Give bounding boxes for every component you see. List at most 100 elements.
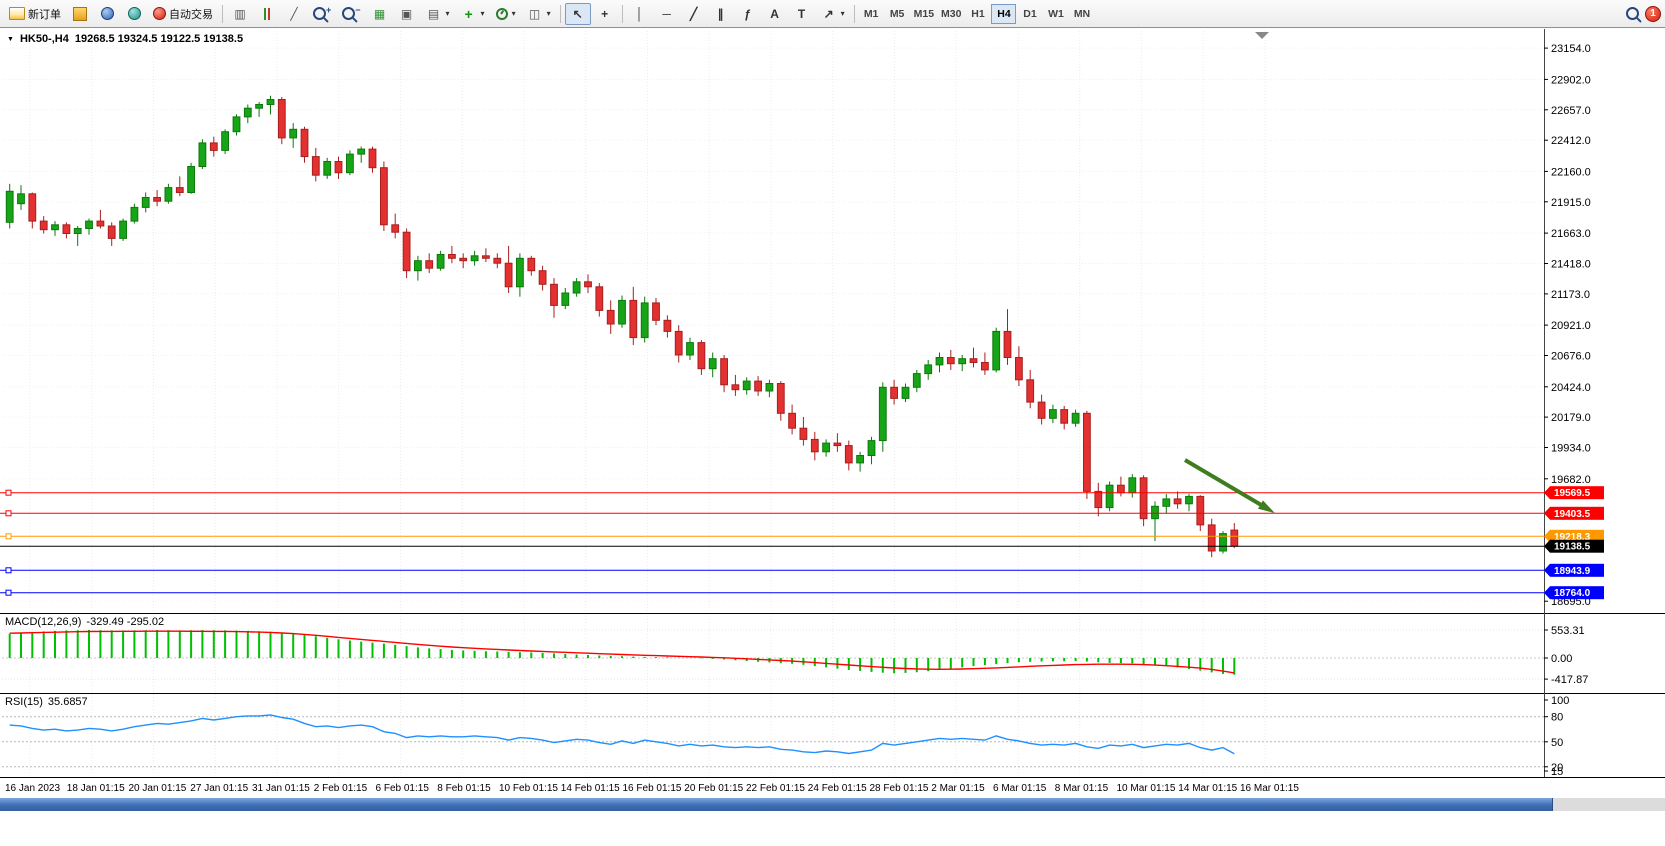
crosshair-tool-button[interactable]: + (592, 3, 618, 25)
bar-chart-button[interactable]: ▥ (227, 3, 253, 25)
trend-arrow[interactable] (1183, 458, 1275, 514)
zoom-in-button[interactable]: + (308, 3, 336, 25)
svg-text:19403.5: 19403.5 (1554, 509, 1591, 520)
toolbar-separator (853, 4, 855, 23)
auto-trading-label: 自动交易 (169, 8, 213, 21)
time-axis-label: 6 Feb 01:15 (376, 783, 430, 794)
line-handle[interactable] (5, 510, 12, 517)
time-axis-label: 8 Mar 01:15 (1055, 783, 1109, 794)
time-axis-label: 16 Jan 2023 (5, 783, 60, 794)
timeframe-m30-button[interactable]: M30 (938, 4, 964, 24)
add-indicator-button[interactable]: + ▾ (456, 3, 490, 25)
channel-tool-button[interactable]: ∥ (708, 3, 734, 25)
zoom-in-icon (313, 7, 326, 20)
grid-icon: ▦ (373, 6, 386, 21)
chart-list-button[interactable]: ▤ ▾ (421, 3, 455, 25)
timeframe-w1-button[interactable]: W1 (1043, 4, 1068, 24)
periods-caret-icon: ▾ (511, 9, 516, 18)
cursor-tool-button[interactable]: ↖ (564, 2, 591, 25)
time-axis-label: 18 Jan 01:15 (67, 783, 125, 794)
horizontal-line-tool-button[interactable]: ─ (654, 3, 680, 25)
ohlc-values: 19268.5 19324.5 19122.5 19138.5 (74, 33, 244, 45)
price-axis-label: 20424.0 (1551, 382, 1591, 394)
symbol-dropdown-icon[interactable]: ▼ (7, 35, 14, 43)
horizontal-scrollbar-thumb[interactable] (0, 798, 1553, 811)
chart-canvas[interactable]: 23154.0 22902.0 22657.0 22412.0 22160.0 21915… (0, 29, 1665, 846)
arrows-tool-button[interactable]: ↗ ▾ (816, 3, 850, 25)
timeframe-mn-button[interactable]: MN (1069, 4, 1094, 24)
macd-panel-label: MACD(12,26,9) -329.49 -295.02 (5, 616, 164, 628)
timeframe-m15-button[interactable]: M15 (911, 4, 937, 24)
trendline-tool-button[interactable]: ╱ (681, 3, 707, 25)
periods-clock-icon (495, 7, 508, 20)
line-handle[interactable] (5, 533, 12, 540)
rsi-axis-label: 80 (1551, 712, 1563, 724)
market-watch-button[interactable] (67, 3, 93, 25)
fibonacci-icon: ƒ (744, 6, 751, 21)
time-axis-label: 20 Jan 01:15 (129, 783, 187, 794)
crosshair-icon: + (601, 6, 609, 21)
rsi-name: RSI(15) (5, 696, 43, 708)
price-axis-label: 21915.0 (1551, 197, 1591, 209)
navigator-button[interactable] (121, 3, 147, 25)
timeframe-h4-button[interactable]: H4 (991, 3, 1017, 24)
price-axis-label: 22902.0 (1551, 74, 1591, 86)
arrow-tool-icon: ↗ (823, 6, 834, 21)
periods-button[interactable]: ▾ (491, 3, 521, 25)
time-axis-label: 27 Jan 01:15 (190, 783, 248, 794)
search-button[interactable] (1621, 3, 1644, 25)
time-axis-label: 10 Feb 01:15 (499, 783, 558, 794)
price-tag-19403.5: 19403.5 (1544, 506, 1604, 520)
price-axis-label: 22657.0 (1551, 105, 1591, 117)
tile-windows-button[interactable]: ▣ (394, 3, 420, 25)
data-window-icon (100, 7, 114, 20)
horizontal-scrollbar-track[interactable] (0, 798, 1665, 811)
rsi-line (9, 714, 1235, 755)
templates-button[interactable]: ◫ ▾ (522, 3, 556, 25)
macd-axis-label: 0.00 (1551, 653, 1572, 665)
text-label-tool-button[interactable]: T (789, 3, 815, 25)
price-axis-label: 21418.0 (1551, 259, 1591, 271)
vertical-line-icon: │ (635, 6, 644, 21)
timeframe-h1-button[interactable]: H1 (965, 4, 990, 24)
zoom-out-button[interactable]: − (337, 3, 365, 25)
price-axis-label: 20921.0 (1551, 320, 1591, 332)
navigator-icon (127, 7, 141, 20)
templates-caret-icon: ▾ (546, 9, 551, 18)
price-axis-label: 21663.0 (1551, 228, 1591, 240)
notification-badge[interactable]: 1 (1645, 5, 1661, 22)
time-axis-label: 22 Feb 01:15 (746, 783, 805, 794)
vertical-line-tool-button[interactable]: │ (627, 3, 653, 25)
price-axis-label: 21173.0 (1551, 289, 1590, 301)
timeframe-d1-button[interactable]: D1 (1017, 4, 1042, 24)
grid-button[interactable]: ▦ (367, 3, 393, 25)
data-window-button[interactable] (94, 3, 120, 25)
arrow-head (1258, 500, 1275, 514)
fibonacci-tool-button[interactable]: ƒ (735, 3, 761, 25)
chart-list-icon: ▤ (427, 6, 440, 21)
price-tag-18943.9: 18943.9 (1544, 563, 1604, 577)
horizontal-lines[interactable] (0, 489, 1544, 596)
toolbar-separator (559, 4, 561, 23)
toolbar-separator (621, 4, 623, 23)
macd-axis-label: 553.31 (1551, 625, 1585, 637)
line-handle[interactable] (5, 567, 12, 574)
price-axis-label: 19682.0 (1551, 474, 1591, 486)
candlestick-chart-button[interactable] (254, 3, 280, 25)
auto-trading-button[interactable]: 自动交易 (148, 3, 218, 25)
line-handle[interactable] (5, 489, 12, 496)
new-order-button[interactable]: 新订单 (4, 3, 66, 25)
price-axis-label: 22160.0 (1551, 166, 1591, 178)
time-axis-label: 14 Mar 01:15 (1178, 783, 1237, 794)
chart-list-caret-icon: ▾ (445, 9, 450, 18)
timeframe-m5-button[interactable]: M5 (885, 4, 910, 24)
macd-values: -329.49 -295.02 (86, 616, 165, 628)
timeframe-m1-button[interactable]: M1 (859, 4, 884, 24)
panel-separators[interactable] (0, 29, 1665, 778)
channel-icon: ∥ (717, 6, 724, 21)
rsi-axis-label: 20 (1551, 762, 1563, 774)
text-tool-button[interactable]: A (762, 3, 788, 25)
line-handle[interactable] (5, 589, 12, 596)
toolbar: 新订单 自动交易 ▥ ╱ + − ▦ ▣ ▤ ▾ + ▾ ▾ ◫ ▾ ↖ + │ ─ … (0, 0, 1665, 28)
line-chart-button[interactable]: ╱ (281, 3, 307, 25)
